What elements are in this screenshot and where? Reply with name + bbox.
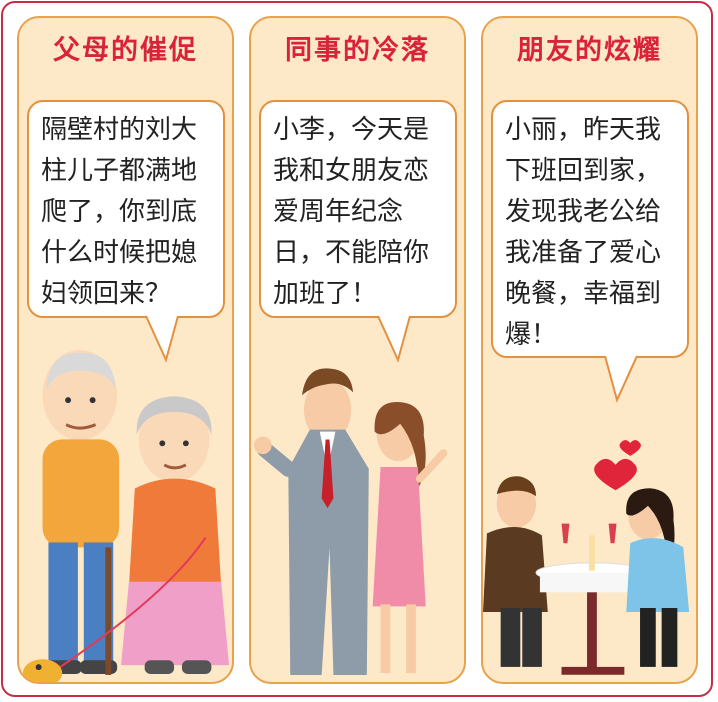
panel-coworker: 同事的冷落 小李，今天是我和女朋友恋爱周年纪念日，不能陪你加班了！ (249, 16, 466, 684)
panel-friend: 朋友的炫耀 小丽，昨天我下班回到家，发现我老公给我准备了爱心晚餐，幸福到爆！ (481, 16, 698, 684)
panel-title: 父母的催促 (53, 35, 198, 66)
romantic-dinner-illustration (483, 440, 690, 675)
speech-bubble: 小丽，昨天我下班回到家，发现我老公给我准备了爱心晚餐，幸福到爆！ (491, 100, 689, 358)
speech-text: 隔壁村的刘大柱儿子都满地爬了，你到底什么时候把媳妇领回来？ (41, 115, 198, 309)
elderly-couple-illustration (22, 350, 230, 682)
heart-icon (619, 440, 641, 456)
speech-bubble-tail (604, 354, 638, 403)
panel-title: 朋友的炫耀 (517, 35, 662, 66)
speech-bubble-tail (145, 314, 179, 363)
speech-bubble-tail (377, 314, 411, 363)
speech-text: 小李，今天是我和女朋友恋爱周年纪念日，不能陪你加班了！ (273, 115, 430, 309)
speech-bubble: 小李，今天是我和女朋友恋爱周年纪念日，不能陪你加班了！ (259, 100, 457, 318)
coworker-couple-illustration (253, 368, 448, 676)
heart-icon (594, 458, 637, 491)
speech-text: 小丽，昨天我下班回到家，发现我老公给我准备了爱心晚餐，幸福到爆！ (505, 115, 662, 350)
panel-title: 同事的冷落 (285, 35, 430, 66)
speech-bubble: 隔壁村的刘大柱儿子都满地爬了，你到底什么时候把媳妇领回来？ (27, 100, 225, 318)
panel-parents: 父母的催促 隔壁村的刘大柱儿子都满地爬了，你到底什么时候把媳妇领回来？ (17, 16, 234, 684)
